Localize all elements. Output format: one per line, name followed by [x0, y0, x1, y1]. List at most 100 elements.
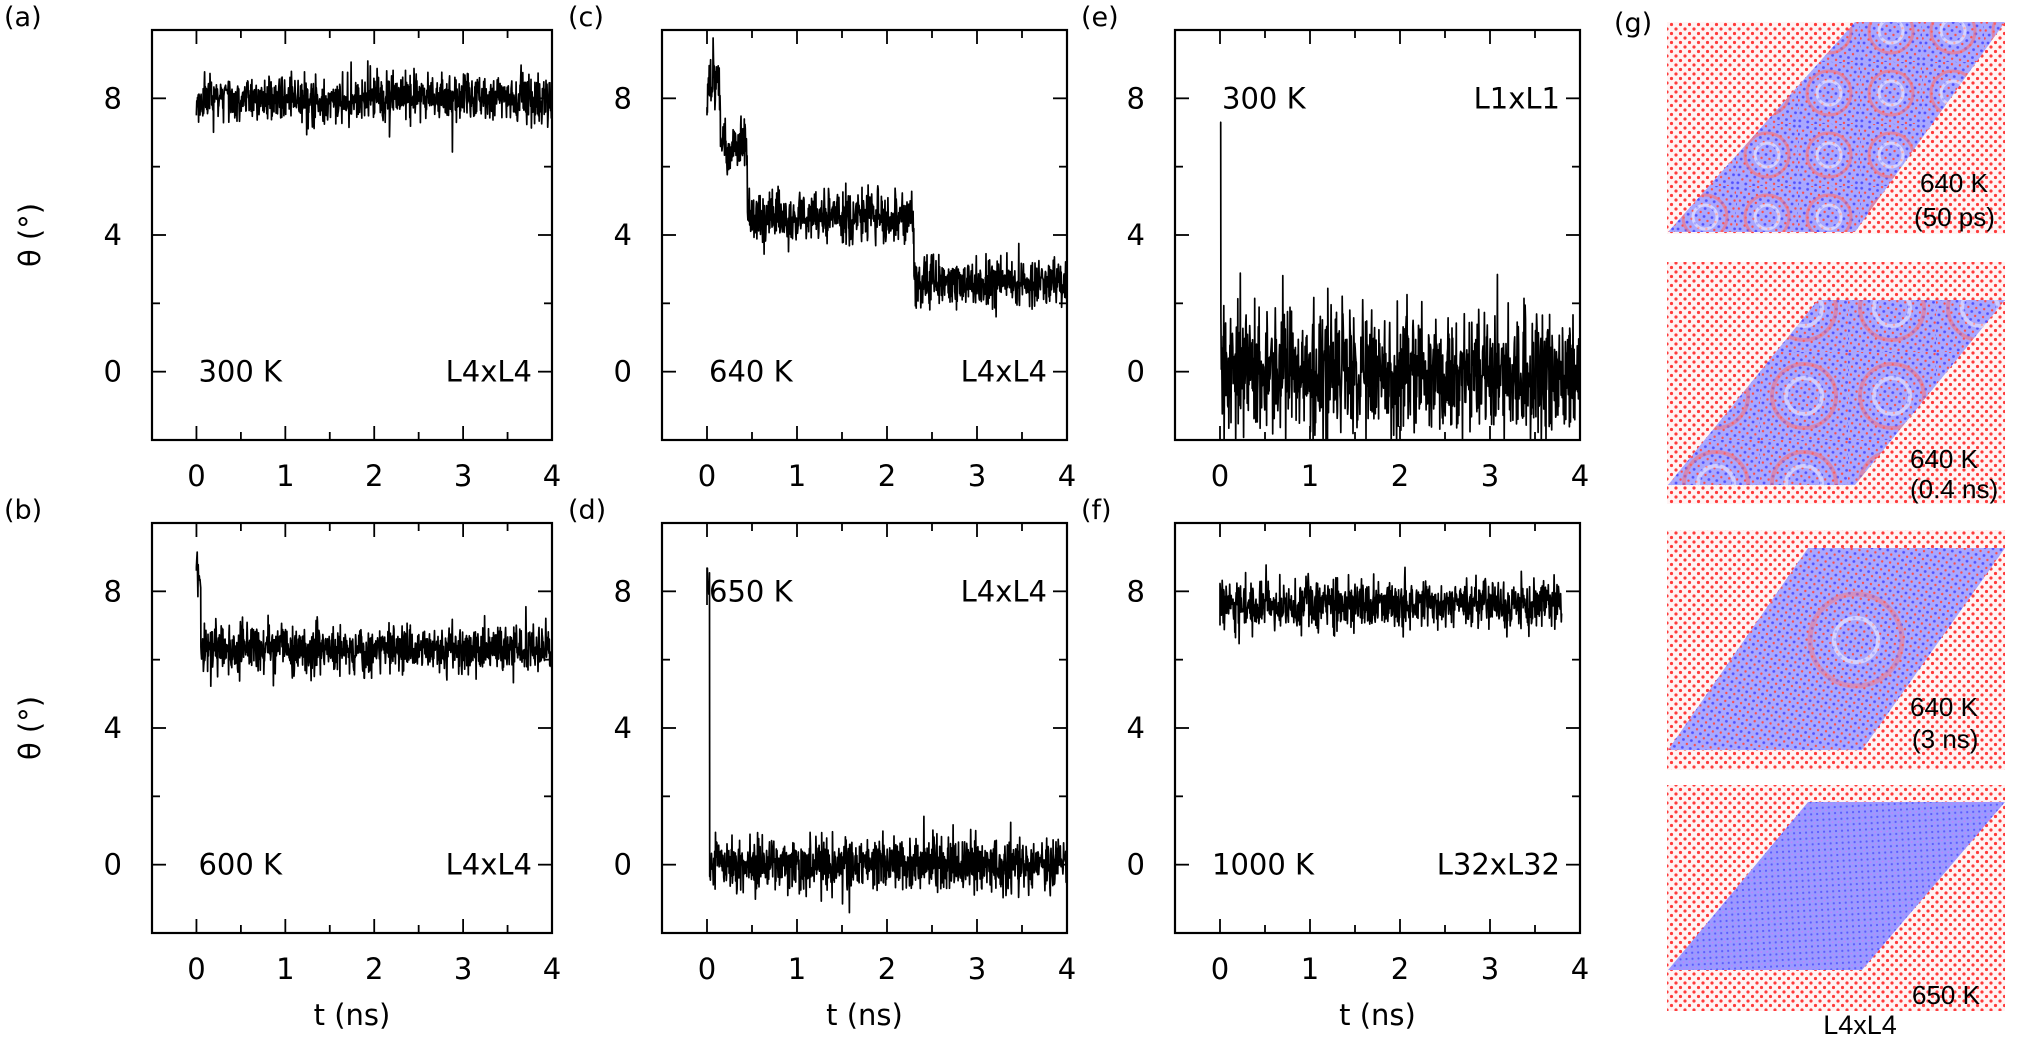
snapshot-2-temp: 640 K — [1910, 444, 1979, 474]
y-tick-label: 8 — [104, 81, 122, 115]
x-tick-label: 0 — [187, 459, 205, 493]
x-tick-label: 2 — [878, 459, 896, 493]
x-tick-label: 4 — [543, 459, 561, 493]
x-tick-label: 3 — [968, 459, 986, 493]
top-layer — [1668, 802, 2005, 970]
theta-series-line — [706, 567, 1068, 914]
panel-label: (f) — [1081, 495, 1112, 526]
top-layer — [1668, 22, 2005, 232]
snapshot-1: 640 K (50 ps) — [1667, 22, 2005, 234]
temperature-label: 650 K — [709, 574, 794, 608]
theta-series-line — [706, 37, 1068, 318]
x-tick-label: 0 — [698, 459, 716, 493]
system-label: L4xL4 — [961, 574, 1047, 608]
x-tick-label: 0 — [698, 952, 716, 986]
chart-b: 0 1 2 3 4 0 4 8 (b) t (ns) θ (°) 600 K L4xL4 — [4, 495, 561, 1032]
x-tick-label: 2 — [1391, 952, 1409, 986]
x-axis-label: t (ns) — [314, 998, 391, 1032]
y-tick-label: 4 — [104, 711, 122, 745]
x-tick-label: 1 — [1301, 459, 1319, 493]
y-tick-label: 8 — [1127, 574, 1145, 608]
x-tick-label: 0 — [1211, 952, 1229, 986]
y-tick-label: 0 — [104, 355, 122, 389]
chart-a: 0 1 2 3 4 0 4 8 (a) θ (°) 300 K L4xL4 — [4, 2, 561, 493]
snapshot-3-temp: 640 K — [1910, 692, 1979, 722]
system-label: L1xL1 — [1474, 81, 1560, 115]
theta-series-line — [195, 551, 553, 688]
x-tick-label: 3 — [968, 952, 986, 986]
x-tick-label: 4 — [543, 952, 561, 986]
y-tick-label: 4 — [1127, 711, 1145, 745]
snapshot-4-temp: 650 K — [1912, 980, 1981, 1010]
snapshot-3-time: (3 ns) — [1912, 724, 1978, 754]
y-tick-label: 8 — [614, 81, 632, 115]
y-tick-label: 4 — [614, 218, 632, 252]
temperature-label: 600 K — [198, 848, 283, 882]
y-tick-label: 0 — [614, 848, 632, 882]
x-tick-label: 2 — [878, 952, 896, 986]
x-tick-label: 4 — [1571, 952, 1589, 986]
x-tick-label: 3 — [1481, 459, 1499, 493]
y-tick-label: 0 — [104, 848, 122, 882]
chart-e: 0 1 2 3 4 0 4 8 (e) 300 K L1xL1 — [1081, 2, 1589, 493]
y-tick-label: 8 — [614, 574, 632, 608]
x-tick-label: 1 — [788, 459, 806, 493]
temperature-label: 640 K — [709, 355, 794, 389]
snapshot-3: 640 K (3 ns) — [1667, 530, 2005, 770]
temperature-label: 300 K — [198, 355, 283, 389]
snapshot-1-time: (50 ps) — [1914, 202, 1995, 232]
y-tick-label: 4 — [104, 218, 122, 252]
y-tick-label: 0 — [614, 355, 632, 389]
x-tick-label: 1 — [788, 952, 806, 986]
system-label: L4xL4 — [446, 848, 532, 882]
chart-c: 0 1 2 3 4 0 4 8 (c) 640 K L4xL4 — [568, 2, 1076, 493]
x-tick-label: 1 — [276, 952, 294, 986]
y-axis-label: θ (°) — [13, 203, 47, 267]
x-tick-label: 2 — [1391, 459, 1409, 493]
temperature-label: 1000 K — [1212, 848, 1315, 882]
x-tick-label: 3 — [1481, 952, 1499, 986]
y-tick-label: 4 — [614, 711, 632, 745]
x-tick-label: 4 — [1058, 952, 1076, 986]
panel-label: (b) — [4, 495, 42, 526]
snapshot-4: 650 K — [1667, 785, 2005, 1011]
snapshot-1-temp: 640 K — [1920, 168, 1989, 198]
system-label: L4xL4 — [446, 355, 532, 389]
theta-series-line — [1219, 121, 1581, 441]
x-tick-label: 0 — [187, 952, 205, 986]
top-layer — [1668, 300, 2005, 485]
x-tick-label: 1 — [276, 459, 294, 493]
y-tick-label: 8 — [104, 574, 122, 608]
x-axis-label: t (ns) — [1339, 998, 1416, 1032]
x-tick-label: 2 — [365, 952, 383, 986]
charts-layer: 0 1 2 3 4 0 4 8 (a) θ (°) 300 K L4xL4 0 1 2 3 4 0 4 8 (b) t (… — [4, 2, 1589, 1032]
chart-d: 0 1 2 3 4 0 4 8 (d) t (ns) 650 K L4xL4 — [568, 495, 1076, 1032]
x-tick-label: 1 — [1301, 952, 1319, 986]
x-tick-label: 4 — [1571, 459, 1589, 493]
x-axis-label: t (ns) — [826, 998, 903, 1032]
x-tick-label: 3 — [454, 952, 472, 986]
panel-label: (c) — [568, 2, 604, 33]
x-tick-label: 4 — [1058, 459, 1076, 493]
x-tick-label: 3 — [454, 459, 472, 493]
y-tick-label: 8 — [1127, 81, 1145, 115]
y-axis-label: θ (°) — [13, 696, 47, 760]
snapshot-2: 640 K (0.4 ns) — [1667, 262, 2005, 504]
theta-series-line — [195, 60, 553, 153]
snapshot-column: (g) 640 K (50 ps) 640 K (0.4 ns) 640 K (… — [1614, 8, 2005, 1011]
theta-series-line — [1219, 564, 1563, 645]
system-label: L32xL32 — [1437, 848, 1560, 882]
y-tick-label: 0 — [1127, 355, 1145, 389]
panel-label: (e) — [1081, 2, 1119, 33]
x-tick-label: 0 — [1211, 459, 1229, 493]
y-tick-label: 4 — [1127, 218, 1145, 252]
y-tick-label: 0 — [1127, 848, 1145, 882]
panel-label: (d) — [568, 495, 606, 526]
chart-f: 0 1 2 3 4 0 4 8 (f) t (ns) 1000 K L32xL32 — [1081, 495, 1589, 1032]
snapshot-panel-label: (g) — [1614, 8, 1652, 39]
temperature-label: 300 K — [1222, 81, 1307, 115]
snapshot-system-label: L4xL4 — [1823, 1010, 1897, 1040]
snapshot-2-time: (0.4 ns) — [1910, 474, 1998, 504]
panel-label: (a) — [4, 2, 42, 33]
x-tick-label: 2 — [365, 459, 383, 493]
